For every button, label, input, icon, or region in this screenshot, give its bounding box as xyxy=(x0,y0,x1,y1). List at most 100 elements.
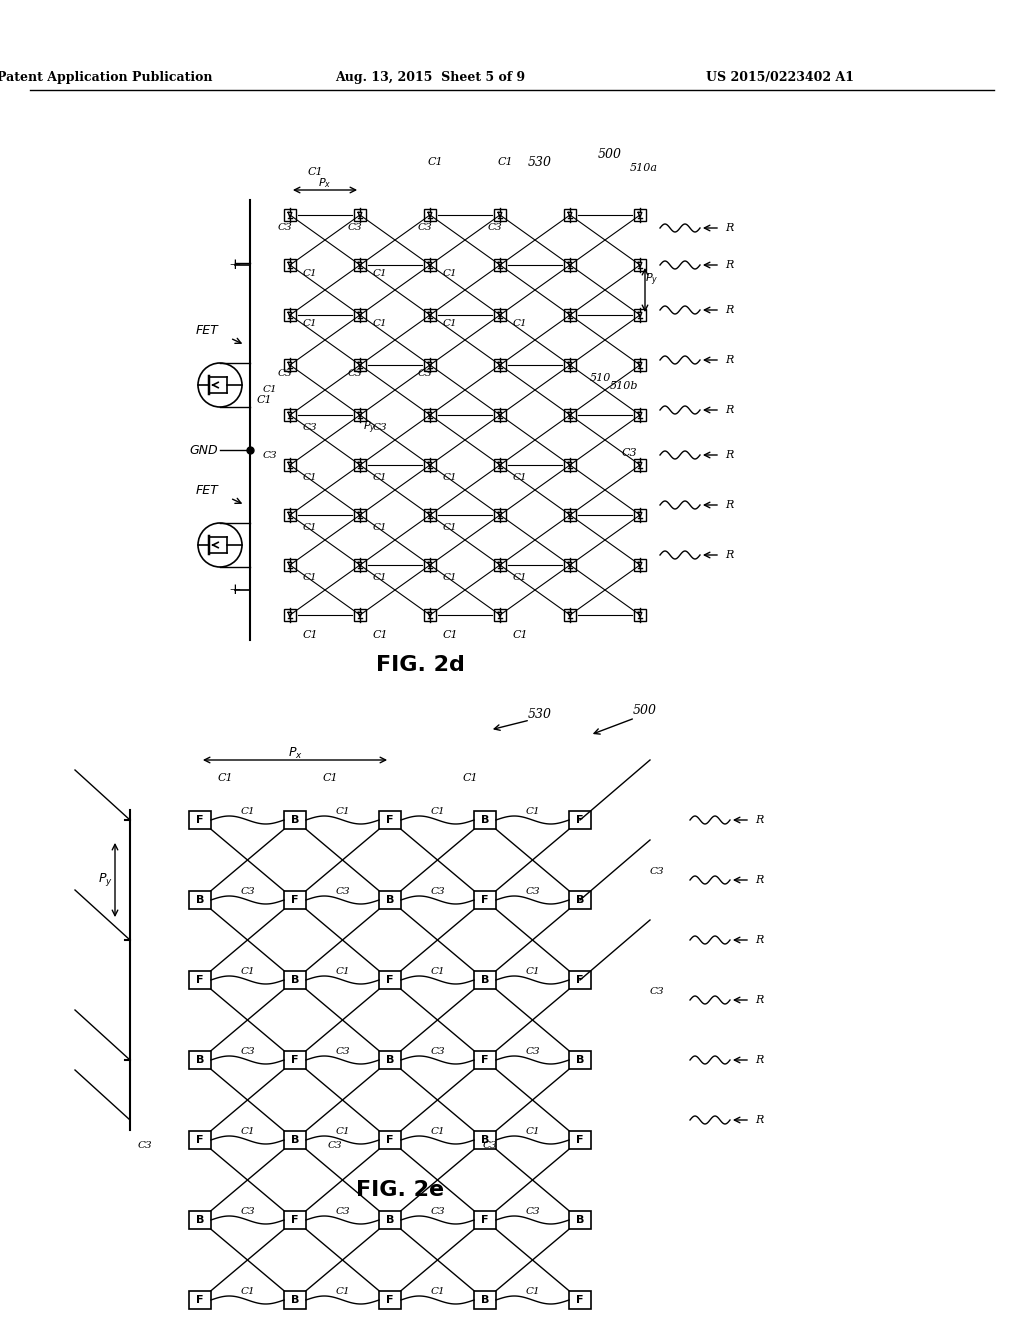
Text: R: R xyxy=(725,405,733,414)
Bar xyxy=(635,359,645,371)
Bar xyxy=(285,260,296,271)
Bar xyxy=(424,260,435,271)
Text: B: B xyxy=(386,895,394,906)
Text: R: R xyxy=(725,550,733,560)
Circle shape xyxy=(198,523,242,568)
Text: C1: C1 xyxy=(373,474,387,483)
Text: C3: C3 xyxy=(335,887,350,896)
Text: C1: C1 xyxy=(430,808,444,817)
Text: C1: C1 xyxy=(442,630,458,640)
Text: C1: C1 xyxy=(525,808,540,817)
Text: C1: C1 xyxy=(217,774,232,783)
Text: $P_y$: $P_y$ xyxy=(97,871,113,888)
Text: F: F xyxy=(481,1214,488,1225)
Bar xyxy=(495,510,506,520)
Text: GND: GND xyxy=(189,444,218,457)
Text: C1: C1 xyxy=(241,808,255,817)
Bar xyxy=(635,260,645,271)
Bar xyxy=(635,610,645,620)
Bar xyxy=(495,260,506,271)
Text: C1: C1 xyxy=(303,318,317,327)
Text: 510b: 510b xyxy=(610,381,639,391)
Text: C1: C1 xyxy=(513,318,527,327)
Bar xyxy=(564,260,575,271)
Text: R: R xyxy=(755,935,763,945)
Text: C3: C3 xyxy=(278,223,292,232)
Bar xyxy=(379,1131,401,1148)
Text: C1: C1 xyxy=(513,573,527,582)
Bar xyxy=(635,409,645,421)
Text: R: R xyxy=(755,1055,763,1065)
Text: C1: C1 xyxy=(241,1287,255,1296)
Text: B: B xyxy=(481,1135,489,1144)
Bar xyxy=(424,309,435,321)
Text: B: B xyxy=(196,1214,204,1225)
Text: $P_x$: $P_x$ xyxy=(288,746,302,760)
Text: C1: C1 xyxy=(302,630,317,640)
Bar xyxy=(379,972,401,989)
Text: C1: C1 xyxy=(442,573,458,582)
Text: 500: 500 xyxy=(598,149,622,161)
Text: C1: C1 xyxy=(427,157,442,168)
Bar xyxy=(284,1210,306,1229)
Text: C1: C1 xyxy=(442,268,458,277)
Text: C1: C1 xyxy=(335,1127,350,1137)
Text: FIG. 2d: FIG. 2d xyxy=(376,655,465,675)
Text: $P_y$: $P_y$ xyxy=(645,272,658,288)
Text: B: B xyxy=(386,1214,394,1225)
Bar xyxy=(495,409,506,421)
Text: C1: C1 xyxy=(241,968,255,977)
Bar xyxy=(474,1051,496,1069)
Bar xyxy=(635,510,645,520)
Text: C1: C1 xyxy=(442,524,458,532)
Bar xyxy=(379,1210,401,1229)
Text: F: F xyxy=(577,1135,584,1144)
Bar xyxy=(635,210,645,220)
Text: C3: C3 xyxy=(335,1208,350,1217)
Text: C1: C1 xyxy=(373,573,387,582)
Bar xyxy=(635,459,645,471)
Text: C3: C3 xyxy=(335,1048,350,1056)
Bar xyxy=(379,1051,401,1069)
Text: F: F xyxy=(481,895,488,906)
Text: C3: C3 xyxy=(525,1048,540,1056)
Bar xyxy=(284,1051,306,1069)
Text: 500: 500 xyxy=(633,704,657,717)
Text: C1: C1 xyxy=(373,524,387,532)
Bar xyxy=(495,309,506,321)
Bar xyxy=(285,359,296,371)
Text: B: B xyxy=(196,895,204,906)
Bar xyxy=(424,560,435,570)
Text: R: R xyxy=(725,450,733,459)
Bar xyxy=(285,560,296,570)
Text: R: R xyxy=(755,875,763,884)
Bar xyxy=(285,459,296,471)
Text: C1: C1 xyxy=(430,1287,444,1296)
Text: C1: C1 xyxy=(323,774,338,783)
Bar xyxy=(354,459,366,471)
Bar xyxy=(189,810,211,829)
Text: C3: C3 xyxy=(241,1048,255,1056)
Text: C3: C3 xyxy=(241,1208,255,1217)
Bar xyxy=(284,972,306,989)
Text: F: F xyxy=(291,895,299,906)
Text: F: F xyxy=(386,1135,394,1144)
Text: Patent Application Publication: Patent Application Publication xyxy=(0,71,213,84)
Bar xyxy=(354,359,366,371)
Text: R: R xyxy=(755,995,763,1005)
Bar xyxy=(285,610,296,620)
Text: B: B xyxy=(575,895,584,906)
Bar xyxy=(569,972,591,989)
Bar xyxy=(285,510,296,520)
Text: B: B xyxy=(481,975,489,985)
Text: C3: C3 xyxy=(482,1140,498,1150)
Text: FET: FET xyxy=(196,483,218,496)
Text: R: R xyxy=(755,1115,763,1125)
Text: C1: C1 xyxy=(303,573,317,582)
Text: C1: C1 xyxy=(525,968,540,977)
Bar xyxy=(495,459,506,471)
Text: B: B xyxy=(575,1055,584,1065)
Text: US 2015/0223402 A1: US 2015/0223402 A1 xyxy=(706,71,854,84)
Text: C3: C3 xyxy=(418,368,432,378)
Text: R: R xyxy=(755,814,763,825)
